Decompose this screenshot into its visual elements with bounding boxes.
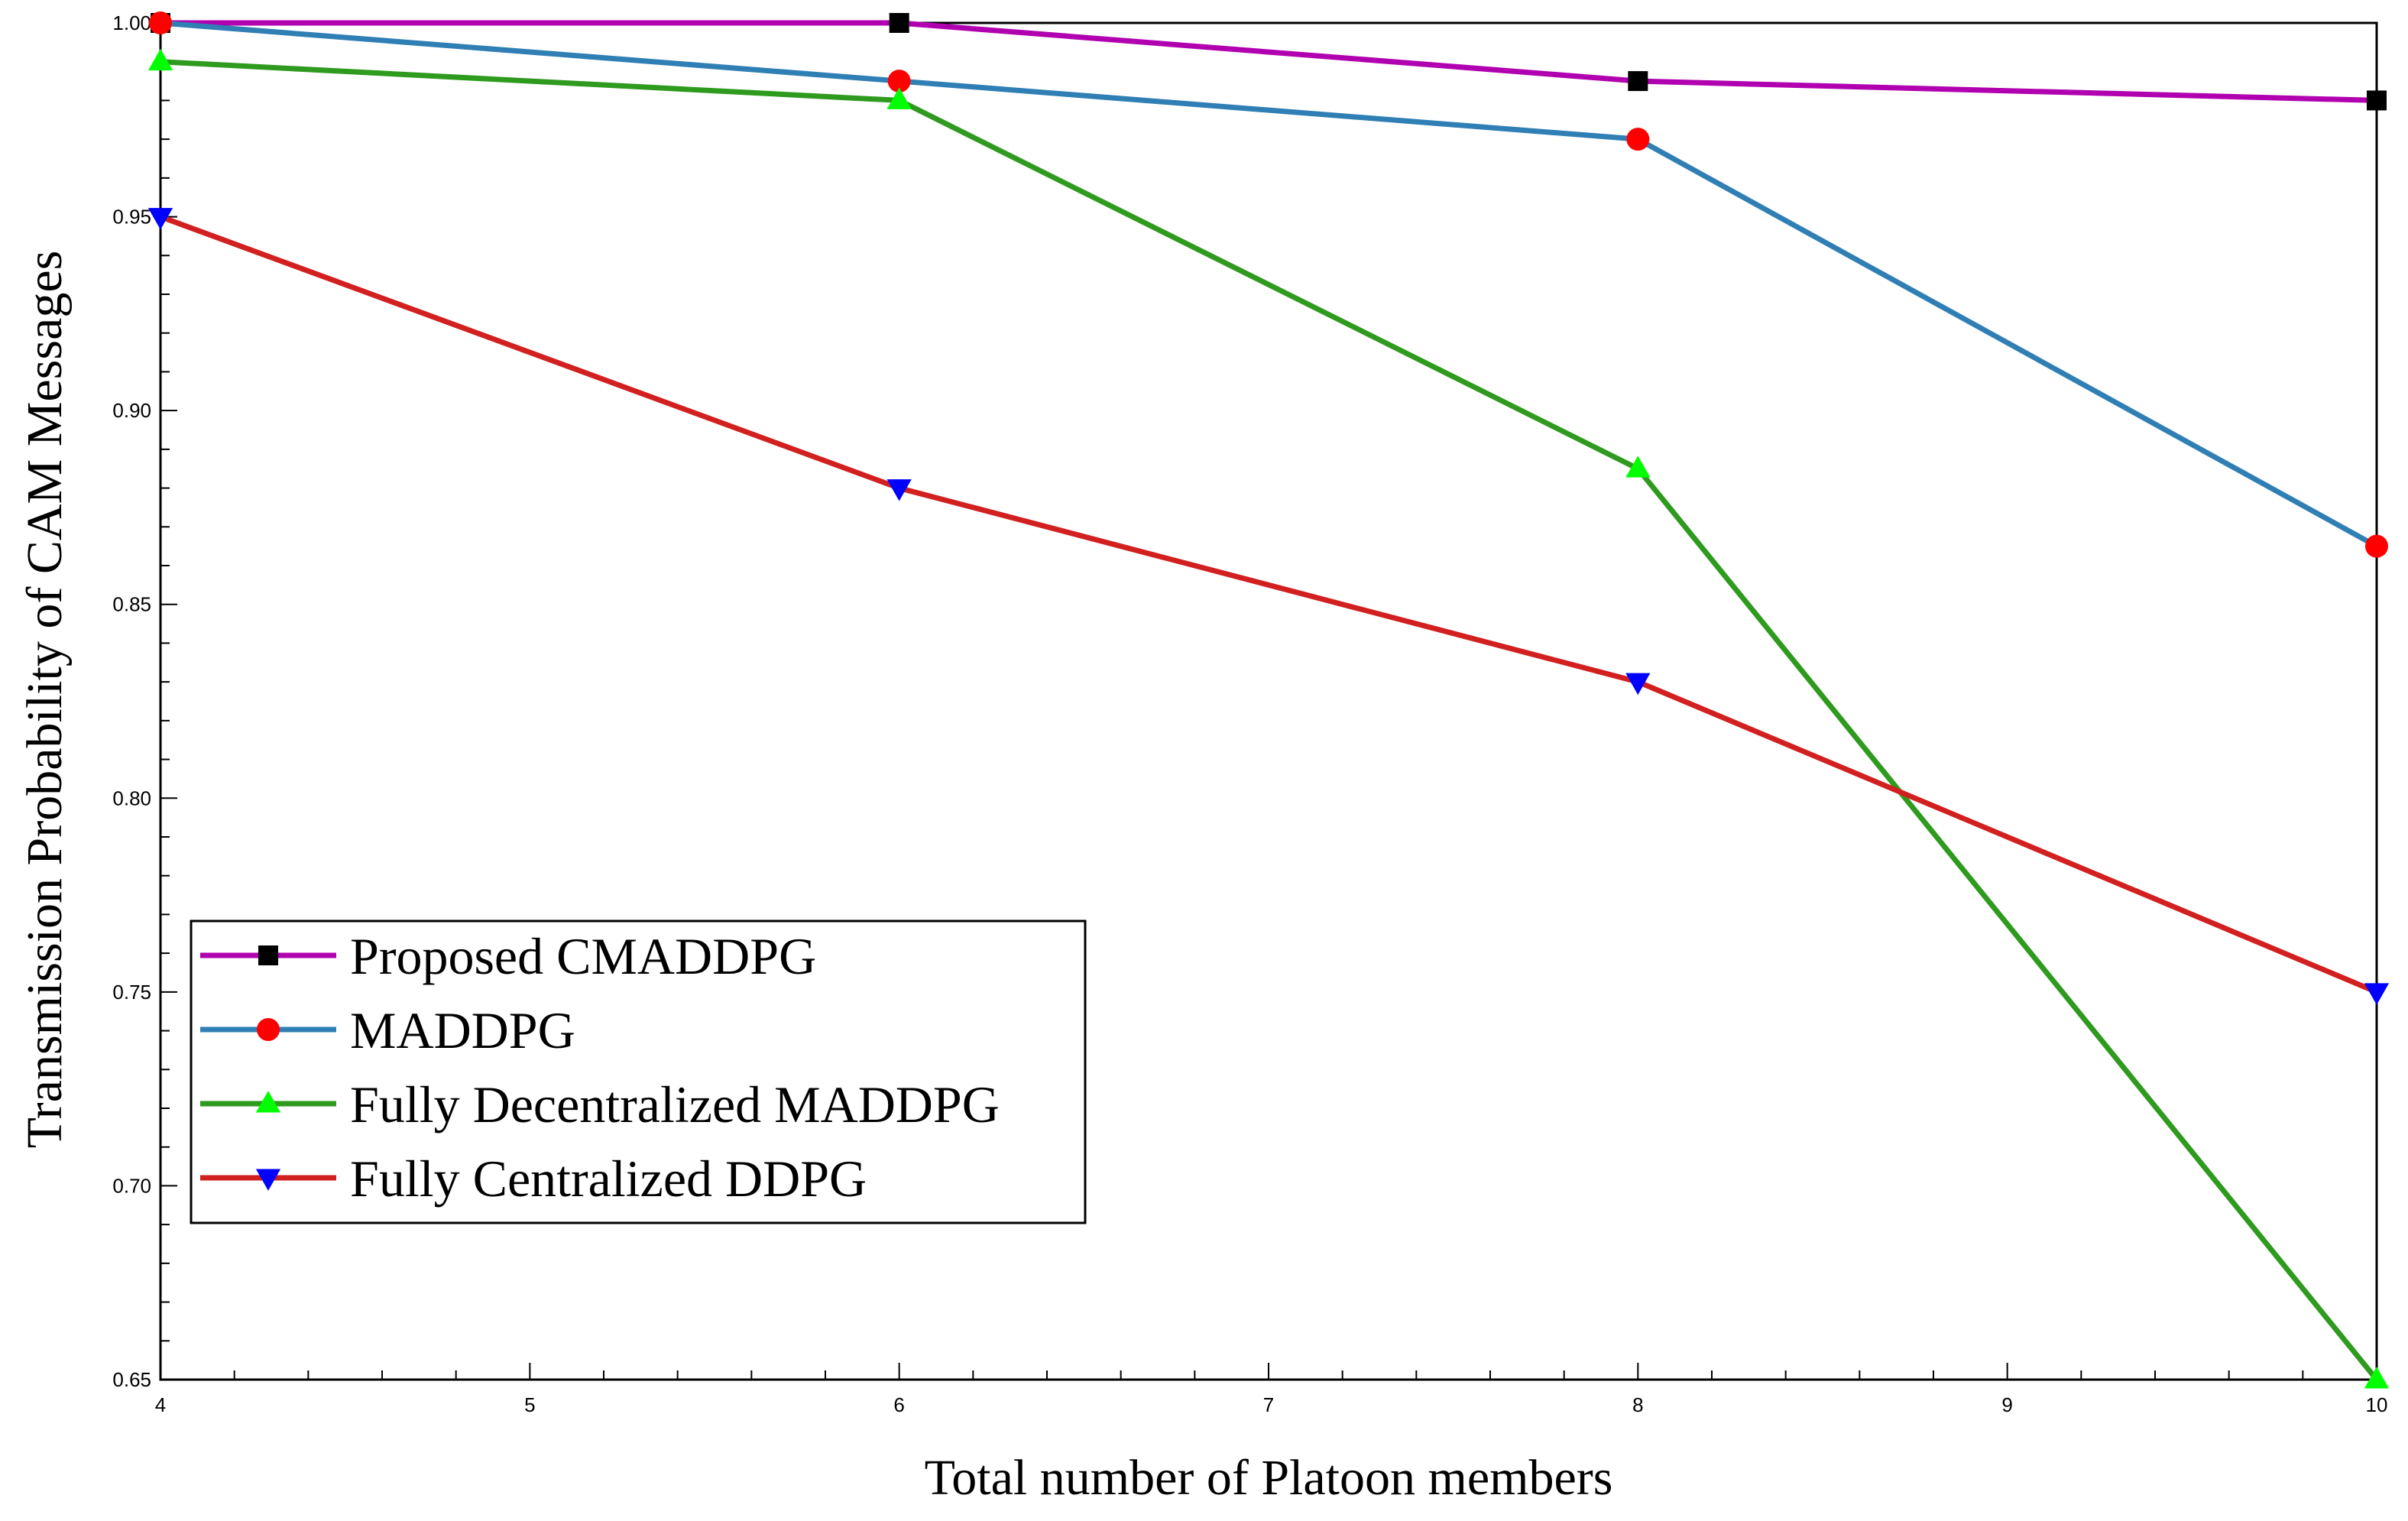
y-tick-label: 0.75 [112, 981, 151, 1004]
data-point-series-4 [886, 479, 912, 501]
data-point-series-4 [147, 208, 173, 230]
x-tick-labels: 4 5 6 7 8 9 10 [155, 1393, 2388, 1416]
y-tick-label: 0.90 [112, 399, 151, 422]
legend-label: MADDPG [350, 1001, 575, 1059]
x-tick-label: 8 [1632, 1393, 1643, 1416]
series-lines [159, 20, 2379, 1382]
data-point-series-3 [1625, 456, 1651, 478]
y-tick-label: 0.95 [112, 206, 151, 229]
data-point-series-1 [2367, 90, 2387, 111]
legend-swatch-marker [257, 1018, 280, 1041]
series-line-4 [159, 214, 2378, 995]
data-point-series-4 [2364, 983, 2390, 1005]
data-point-series-4 [1625, 673, 1651, 696]
data-point-series-2 [887, 70, 911, 93]
legend-label: Fully Centralized DDPG [350, 1150, 867, 1208]
x-axis-title: Total number of Platoon members [925, 1450, 1613, 1506]
data-point-series-1 [889, 13, 909, 33]
data-point-series-2 [1626, 128, 1650, 151]
y-tick-label: 0.80 [112, 786, 151, 809]
y-tick-label: 1.00 [112, 11, 151, 34]
legend-swatch-marker [255, 1091, 281, 1113]
y-tick-label: 0.85 [112, 593, 151, 616]
x-tick-label: 4 [155, 1393, 166, 1416]
x-tick-label: 9 [2001, 1393, 2012, 1416]
x-tick-label: 5 [524, 1393, 535, 1416]
data-point-series-2 [2365, 534, 2388, 558]
x-tick-label: 7 [1263, 1393, 1274, 1416]
data-point-series-3 [886, 87, 912, 109]
data-point-series-2 [149, 11, 172, 34]
x-tick-label: 10 [2366, 1393, 2388, 1416]
data-point-series-3 [147, 48, 173, 71]
y-tick-label: 0.70 [112, 1174, 151, 1197]
series-line-1 [160, 20, 2377, 103]
y-tick-labels: 0.65 0.70 0.75 0.80 0.85 0.90 0.95 1.00 [112, 11, 151, 1391]
legend-box [190, 919, 1087, 1224]
legend-label: Proposed CMADDPG [350, 927, 816, 985]
data-point-series-3 [2364, 1367, 2390, 1389]
legend: Proposed CMADDPG MADDPG Fully Decentralize… [190, 919, 1087, 1224]
series-line-3 [160, 59, 2379, 1382]
y-axis-title: Transmission Probability of CAM Messages [17, 251, 73, 1149]
axis-ticks [160, 22, 2377, 1380]
legend-label: Fully Decentralized MADDPG [350, 1075, 1000, 1133]
series-line-2 [160, 20, 2378, 549]
series-markers [147, 11, 2390, 1389]
legend-swatch-marker [258, 945, 278, 965]
x-tick-label: 6 [893, 1393, 904, 1416]
legend-swatch-marker [255, 1169, 281, 1191]
data-point-series-1 [1628, 71, 1648, 92]
y-tick-label: 0.65 [112, 1368, 151, 1391]
